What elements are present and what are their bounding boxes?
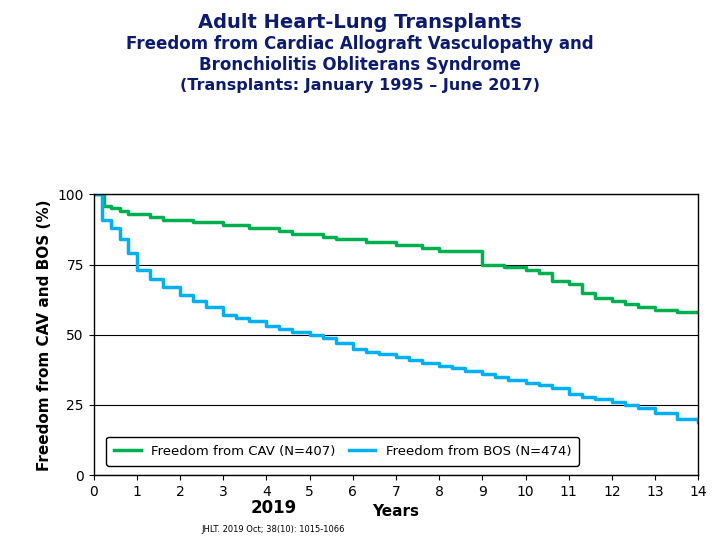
Legend: Freedom from CAV (N=407), Freedom from BOS (N=474): Freedom from CAV (N=407), Freedom from B… [107,436,579,466]
Freedom from CAV (N=407) [547,278,556,285]
Freedom from CAV (N=407) [694,309,703,315]
Line: Freedom from BOS (N=474): Freedom from BOS (N=474) [94,194,698,422]
Y-axis label: Freedom from CAV and BOS (%): Freedom from CAV and BOS (%) [37,199,52,470]
Freedom from BOS (N=474) [202,298,210,305]
Freedom from BOS (N=474) [694,418,703,425]
Freedom from CAV (N=407) [521,264,530,271]
Freedom from BOS (N=474) [564,390,573,397]
Text: Freedom from Cardiac Allograft Vasculopathy and
Bronchiolitis Obliterans Syndrom: Freedom from Cardiac Allograft Vasculopa… [126,35,594,74]
Freedom from BOS (N=474) [245,315,253,321]
Freedom from BOS (N=474) [374,348,383,355]
Freedom from BOS (N=474) [318,334,327,341]
Freedom from CAV (N=407) [145,214,154,220]
Freedom from CAV (N=407) [189,217,197,223]
Text: ISHLT: ISHLT [56,503,117,523]
Freedom from CAV (N=407) [115,205,124,212]
Text: JHLT. 2019 Oct; 38(10): 1015-1066: JHLT. 2019 Oct; 38(10): 1015-1066 [202,525,346,534]
X-axis label: Years: Years [372,504,420,519]
Freedom from CAV (N=407) [418,242,426,248]
Freedom from CAV (N=407) [89,191,98,198]
Freedom from BOS (N=474) [158,284,167,291]
Text: (Transplants: January 1995 – June 2017): (Transplants: January 1995 – June 2017) [180,78,540,93]
Line: Freedom from CAV (N=407): Freedom from CAV (N=407) [94,194,698,312]
Freedom from CAV (N=407) [672,309,681,315]
Text: 2019: 2019 [251,498,297,517]
Freedom from BOS (N=474) [89,191,98,198]
Text: Adult Heart-Lung Transplants: Adult Heart-Lung Transplants [198,14,522,32]
